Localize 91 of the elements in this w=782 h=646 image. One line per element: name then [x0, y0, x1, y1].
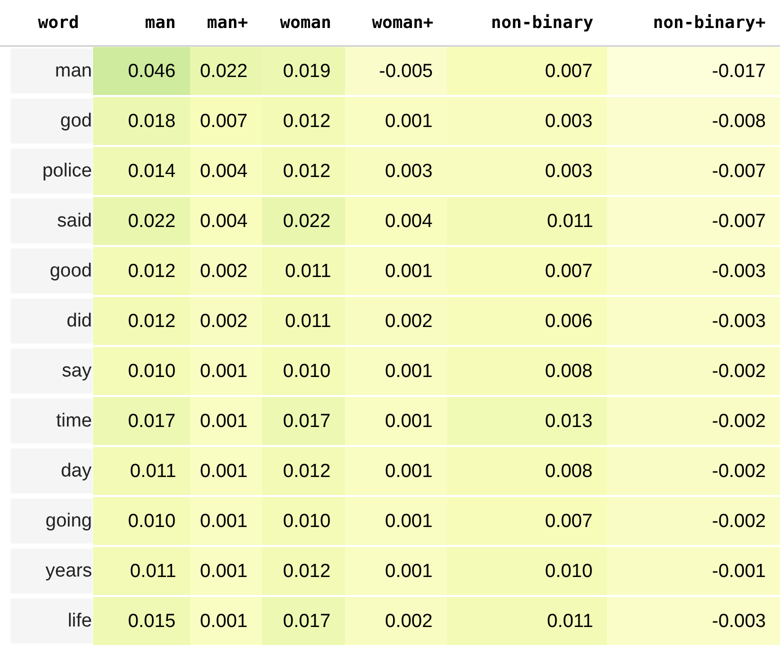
data-label: 0.002	[200, 261, 248, 282]
data-label: 0.003	[545, 111, 593, 132]
data-label: 0.001	[385, 411, 433, 432]
data-label: 0.001	[200, 561, 248, 582]
data-label: 0.022	[128, 211, 176, 232]
data-label: 0.007	[545, 61, 593, 82]
data-label: 0.017	[128, 411, 176, 432]
data-label: 0.008	[545, 461, 593, 482]
data-label: -0.002	[712, 461, 766, 482]
data-label: 0.010	[128, 511, 176, 532]
y-tick-label: say	[62, 360, 92, 382]
data-label: 0.001	[385, 111, 433, 132]
data-label: 0.011	[547, 611, 594, 632]
y-tick-label: man	[55, 60, 92, 82]
data-label: 0.012	[283, 161, 331, 182]
data-label: 0.008	[545, 361, 593, 382]
data-label: 0.019	[283, 61, 331, 82]
data-label: 0.001	[385, 511, 433, 532]
data-label: 0.022	[200, 61, 248, 82]
data-label: 0.004	[200, 161, 248, 182]
data-label: 0.011	[130, 461, 176, 482]
data-label: 0.010	[283, 361, 331, 382]
data-label: 0.002	[200, 311, 248, 332]
data-label: 0.010	[128, 361, 176, 382]
data-label: 0.007	[200, 111, 248, 132]
data-label: 0.011	[285, 261, 332, 282]
data-label: 0.012	[283, 461, 331, 482]
data-label: 0.001	[385, 361, 433, 382]
data-label: 0.002	[385, 611, 433, 632]
x-tick-label: non-binary	[491, 13, 594, 33]
data-label: 0.012	[283, 561, 331, 582]
data-label: 0.011	[547, 211, 594, 232]
data-label: -0.005	[379, 61, 433, 82]
y-tick-label: going	[46, 510, 92, 532]
y-tick-label: did	[66, 310, 92, 332]
data-label: 0.010	[545, 561, 593, 582]
data-label: 0.011	[130, 561, 176, 582]
data-label: -0.008	[712, 111, 766, 132]
data-label: 0.001	[200, 511, 248, 532]
y-tick-label: years	[46, 560, 92, 582]
data-label: 0.001	[385, 461, 433, 482]
data-label: -0.002	[712, 411, 766, 432]
y-tick-label: time	[56, 410, 92, 432]
data-label: 0.002	[385, 311, 433, 332]
data-label: 0.001	[200, 411, 248, 432]
data-label: 0.011	[285, 311, 332, 332]
y-tick-label: police	[42, 160, 92, 182]
x-tick-label: man+	[207, 13, 248, 33]
data-label: 0.014	[128, 161, 176, 182]
x-tick-label: woman+	[372, 13, 434, 33]
data-label: -0.001	[712, 561, 766, 582]
data-label: -0.003	[712, 311, 766, 332]
data-label: 0.013	[545, 411, 593, 432]
data-label: -0.007	[712, 211, 766, 232]
data-label: 0.017	[283, 411, 331, 432]
x-tick-label: woman	[280, 13, 332, 33]
data-label: -0.007	[712, 161, 766, 182]
y-axis-title: word	[38, 13, 79, 33]
data-label: 0.004	[200, 211, 248, 232]
data-label: -0.002	[712, 361, 766, 382]
x-tick-label: non-binary+	[653, 13, 766, 33]
y-tick-label: said	[57, 210, 92, 232]
data-label: 0.012	[283, 111, 331, 132]
y-tick-label: life	[68, 610, 92, 632]
data-label: 0.001	[200, 361, 248, 382]
y-tick-label: god	[60, 110, 92, 132]
data-label: 0.015	[128, 611, 176, 632]
data-label: 0.010	[283, 511, 331, 532]
data-label: 0.001	[200, 461, 248, 482]
data-label: 0.003	[385, 161, 433, 182]
data-label: -0.017	[712, 61, 766, 82]
data-label: 0.001	[385, 561, 433, 582]
data-label: 0.007	[545, 261, 593, 282]
x-tick-label: man	[145, 13, 176, 33]
y-tick-label: good	[50, 260, 92, 282]
data-label: 0.003	[545, 161, 593, 182]
data-label: -0.003	[712, 611, 766, 632]
data-label: 0.012	[128, 261, 176, 282]
data-label: 0.017	[283, 611, 331, 632]
data-label: 0.004	[385, 211, 433, 232]
data-label: 0.006	[545, 311, 593, 332]
data-label: 0.022	[283, 211, 331, 232]
data-label: 0.001	[385, 261, 433, 282]
data-label: 0.001	[200, 611, 248, 632]
y-tick-label: day	[60, 460, 92, 482]
data-label: -0.002	[712, 511, 766, 532]
data-label: 0.046	[128, 61, 176, 82]
data-label: 0.012	[128, 311, 176, 332]
data-label: 0.007	[545, 511, 593, 532]
data-label: 0.018	[128, 111, 176, 132]
data-label: -0.003	[712, 261, 766, 282]
